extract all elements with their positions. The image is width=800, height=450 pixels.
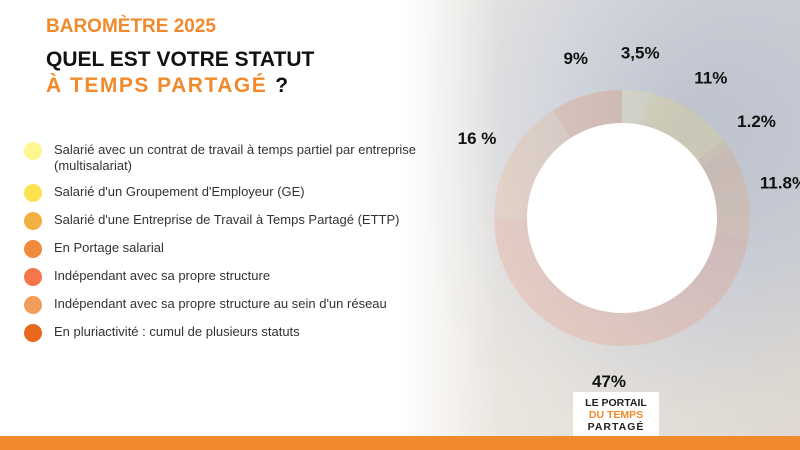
legend-swatch bbox=[24, 142, 42, 160]
legend-swatch bbox=[24, 268, 42, 286]
legend-item: Salarié d'une Entreprise de Travail à Te… bbox=[24, 212, 424, 230]
question-mark: ? bbox=[275, 74, 290, 97]
slice bbox=[553, 90, 622, 138]
logo-text: PARTAGÉ bbox=[587, 421, 645, 433]
value-label: 11.8% bbox=[760, 174, 800, 193]
legend-swatch bbox=[24, 212, 42, 230]
donut-hole bbox=[527, 123, 717, 313]
legend-swatch bbox=[24, 324, 42, 342]
slice bbox=[622, 90, 651, 126]
logo: LE PORTAIL DU TEMPS PARTAGÉ bbox=[573, 392, 659, 444]
slice bbox=[494, 110, 571, 220]
legend-label: Salarié d'une Entreprise de Travail à Te… bbox=[54, 212, 400, 227]
value-label: 3,5% bbox=[621, 43, 660, 62]
value-label: 1.2% bbox=[737, 112, 776, 131]
slice bbox=[697, 140, 730, 166]
value-label: 11% bbox=[694, 68, 727, 87]
value-label: 9% bbox=[563, 49, 588, 68]
question: QUEL EST VOTRE STATUT bbox=[46, 48, 315, 71]
legend-label: Indépendant avec sa propre structure bbox=[54, 268, 271, 283]
legend-label: Salarié avec un contrat de travail à tem… bbox=[54, 142, 417, 173]
question-highlight: À TEMPS PARTAGÉ bbox=[46, 74, 268, 97]
footer-bar bbox=[0, 436, 800, 450]
legend-swatch bbox=[24, 240, 42, 258]
legend-item: Salarié d'un Groupement d'Employeur (GE) bbox=[24, 184, 424, 202]
legend: Salarié avec un contrat de travail à tem… bbox=[24, 142, 424, 352]
slice bbox=[701, 147, 751, 240]
legend-item: Indépendant avec sa propre structure au … bbox=[24, 296, 424, 314]
slice bbox=[642, 93, 724, 161]
question-line: À TEMPS PARTAGÉ? bbox=[46, 74, 290, 98]
legend-item: Salarié avec un contrat de travail à tem… bbox=[24, 142, 424, 174]
legend-label: En pluriactivité : cumul de plusieurs st… bbox=[54, 324, 300, 339]
legend-swatch bbox=[24, 184, 42, 202]
legend-item: En pluriactivité : cumul de plusieurs st… bbox=[24, 324, 424, 342]
value-label: 16 % bbox=[458, 129, 497, 148]
legend-item: Indépendant avec sa propre structure bbox=[24, 268, 424, 286]
logo-text: LE PORTAIL bbox=[585, 397, 647, 409]
slice bbox=[494, 218, 749, 346]
legend-label: Salarié d'un Groupement d'Employeur (GE) bbox=[54, 184, 305, 199]
logo-text: DU TEMPS bbox=[588, 409, 644, 421]
kicker: BAROMÈTRE 2025 bbox=[46, 16, 216, 37]
legend-label: En Portage salarial bbox=[54, 240, 164, 255]
legend-label: Indépendant avec sa propre structure au … bbox=[54, 296, 387, 311]
legend-swatch bbox=[24, 296, 42, 314]
value-label: 47% bbox=[592, 372, 626, 391]
legend-item: En Portage salarial bbox=[24, 240, 424, 258]
